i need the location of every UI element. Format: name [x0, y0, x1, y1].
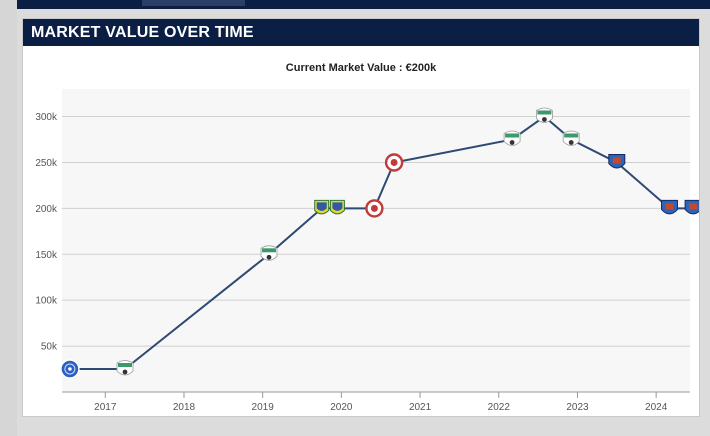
data-point[interactable]: [60, 359, 80, 379]
x-tick-label: 2022: [488, 402, 511, 413]
active-tab-indicator[interactable]: [142, 0, 245, 6]
top-nav-strip: [17, 0, 710, 9]
y-tick-label: 50k: [41, 342, 58, 353]
x-tick-label: 2021: [409, 402, 432, 413]
market-value-chart: 50k 100k 150k 200k 250k 300k 2017 2018 2019 2020 2…: [35, 89, 699, 413]
x-tick-label: 2024: [645, 402, 668, 413]
data-point[interactable]: [536, 107, 553, 123]
data-point[interactable]: [329, 199, 345, 215]
y-tick-label: 100k: [35, 296, 58, 307]
x-tick-label: 2019: [252, 402, 275, 413]
y-tick-label: 300k: [35, 112, 58, 123]
data-point[interactable]: [116, 360, 134, 376]
right-gutter: [700, 9, 710, 436]
data-point[interactable]: [314, 199, 330, 215]
data-point[interactable]: [684, 199, 699, 215]
data-point[interactable]: [365, 199, 384, 218]
y-tick-label: 200k: [35, 204, 58, 215]
data-point[interactable]: [661, 199, 678, 215]
market-value-card: MARKET VALUE OVER TIME Current Market Va…: [22, 18, 700, 417]
data-point[interactable]: [260, 245, 278, 261]
data-point[interactable]: [384, 153, 404, 172]
x-tick-label: 2020: [330, 402, 353, 413]
plot-background: [62, 89, 690, 392]
y-tick-label: 250k: [35, 158, 58, 169]
section-title: MARKET VALUE OVER TIME: [23, 19, 699, 46]
data-point[interactable]: [503, 130, 521, 146]
x-tick-label: 2023: [566, 402, 589, 413]
data-point[interactable]: [562, 130, 580, 146]
left-gutter: [0, 0, 17, 436]
data-point[interactable]: [608, 154, 626, 169]
y-tick-label: 150k: [35, 250, 58, 261]
current-market-value: Current Market Value : €200k: [285, 62, 437, 74]
x-tick-label: 2017: [94, 402, 117, 413]
x-tick-label: 2018: [173, 402, 196, 413]
